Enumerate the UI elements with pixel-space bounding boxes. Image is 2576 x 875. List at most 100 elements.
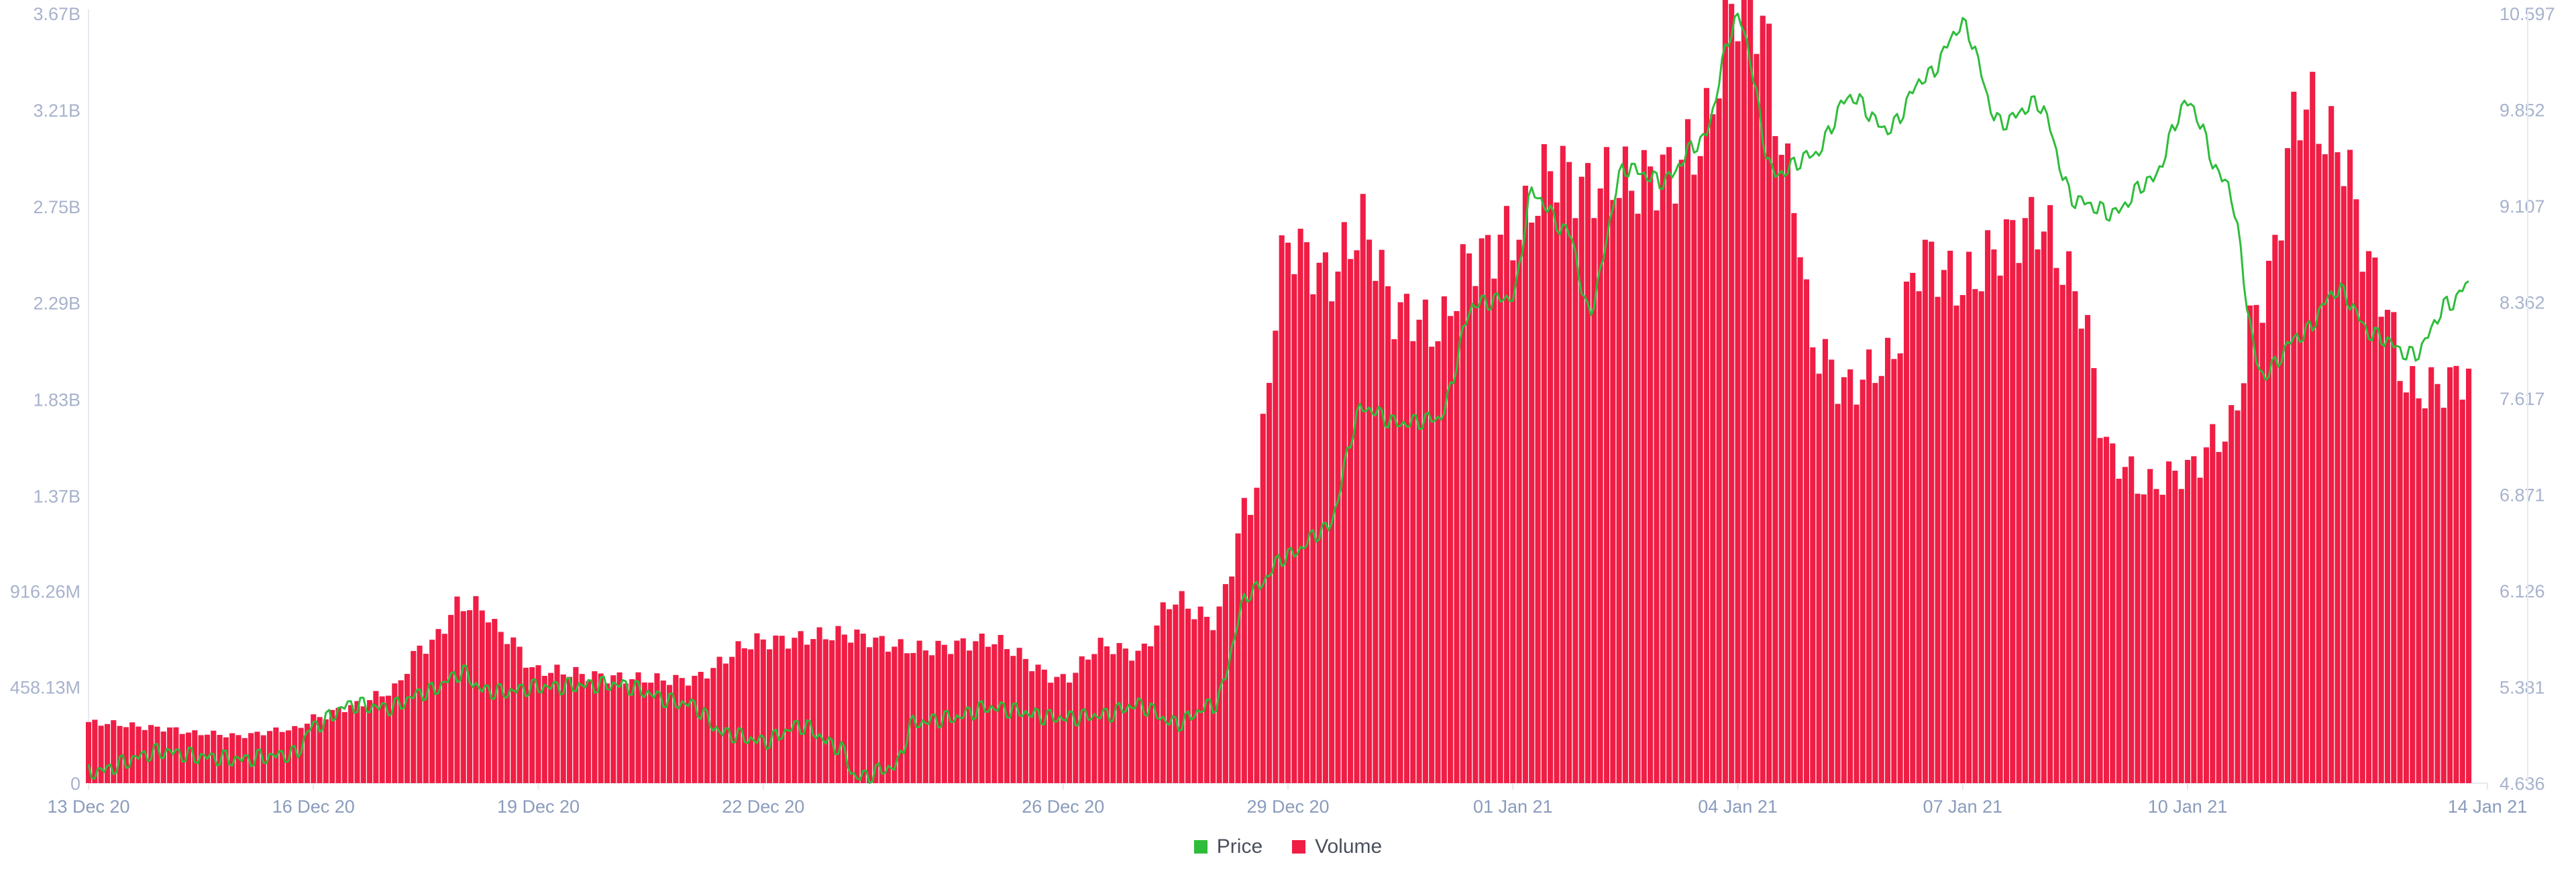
volume-bar (2041, 231, 2047, 784)
volume-bar (1354, 250, 1360, 783)
volume-bar (2116, 478, 2122, 783)
volume-bar (2029, 196, 2035, 783)
left-tick-label: 2.75B (33, 197, 80, 217)
volume-bar (404, 674, 410, 783)
volume-bar (411, 650, 417, 783)
volume-bar (1591, 218, 1597, 783)
left-tick-label: 1.83B (33, 390, 80, 410)
volume-bar (1629, 190, 1635, 784)
volume-bar (2016, 263, 2022, 784)
volume-bar (1829, 359, 1835, 783)
volume-bar (385, 695, 392, 783)
volume-bar (1010, 656, 1016, 783)
volume-bar (1548, 171, 1554, 784)
volume-bar (1860, 380, 1866, 783)
volume-bar (398, 680, 404, 783)
volume-bar (341, 712, 347, 783)
volume-bar (323, 719, 329, 783)
legend-item-volume[interactable]: Volume (1292, 835, 1382, 858)
volume-bar (792, 638, 798, 783)
volume-bar (929, 655, 935, 783)
volume-bar (1554, 202, 1560, 783)
volume-bar (441, 634, 447, 783)
volume-bar (2210, 424, 2216, 783)
volume-bar (2216, 452, 2222, 783)
volume-bar (1585, 163, 1591, 783)
volume-bar (2078, 329, 2084, 783)
volume-bar (998, 634, 1004, 783)
volume-bar (554, 664, 560, 783)
volume-bar (616, 672, 623, 783)
volume-bar (354, 701, 360, 783)
volume-bar (185, 732, 192, 783)
volume-bar (1635, 213, 1641, 784)
volume-bar (1560, 145, 1566, 783)
volume-swatch-icon (1292, 840, 1306, 854)
volume-bar (2297, 140, 2303, 784)
volume-bar (241, 738, 248, 783)
legend-item-price[interactable]: Price (1193, 835, 1263, 858)
volume-bar (1872, 383, 1878, 783)
volume-bar (1578, 176, 1585, 783)
volume-bar (1660, 154, 1666, 783)
volume-bar (367, 700, 373, 783)
volume-bar (2147, 469, 2153, 783)
volume-bar (1866, 349, 1872, 783)
volume-bar (2059, 284, 2065, 784)
volume-bar (1497, 234, 1503, 784)
volume-bar (2035, 249, 2041, 784)
price-line-group (87, 12, 2469, 784)
volume-bar (473, 596, 479, 783)
volume-bar (485, 622, 492, 783)
volume-bar (648, 683, 654, 783)
volume-bar (429, 640, 435, 783)
volume-bar (835, 626, 841, 783)
volume-bar (804, 644, 810, 783)
volume-bar (1460, 244, 1466, 783)
volume-bar (1160, 602, 1166, 783)
volume-bar (104, 723, 110, 783)
volume-bar (1772, 135, 1778, 783)
volume-bar (1279, 235, 1285, 784)
x-tick-label: 10 Jan 21 (2148, 797, 2228, 817)
volume-bar (448, 615, 454, 783)
right-tick-label: 6.871 (2500, 485, 2545, 506)
right-tick-label: 9.852 (2500, 100, 2545, 120)
volume-bar (1429, 347, 1435, 783)
volume-bar (1448, 316, 1454, 783)
left-tick-label: 3.21B (33, 101, 80, 121)
volume-bar (1297, 229, 1303, 783)
volume-bar (679, 678, 685, 783)
volume-bar (1267, 383, 1273, 783)
volume-bar (1910, 272, 1916, 783)
volume-bar (1241, 498, 1247, 783)
volume-bar (1379, 249, 1385, 783)
volume-bar (2328, 106, 2334, 784)
volume-bar (1303, 242, 1309, 783)
volume-bar (667, 685, 673, 783)
volume-bar (829, 640, 835, 783)
volume-bar (860, 634, 866, 783)
volume-bar (1491, 278, 1497, 783)
volume-bar (892, 646, 898, 783)
volume-bar (1397, 302, 1403, 783)
volume-bar (2135, 493, 2141, 783)
volume-bar (985, 646, 991, 783)
volume-bar (1566, 162, 1572, 784)
volume-bar (1235, 533, 1241, 783)
volume-bar (1922, 239, 1928, 784)
volume-bar (2366, 251, 2372, 783)
volume-bar (1666, 147, 1672, 784)
volume-bar (529, 667, 535, 783)
volume-bar (973, 641, 979, 783)
volume-bar (2291, 91, 2297, 783)
volume-bar (604, 683, 610, 783)
volume-bar (1116, 643, 1122, 783)
volume-bar (2322, 154, 2328, 783)
volume-bar (467, 610, 473, 783)
volume-bar (748, 649, 754, 783)
volume-bar (822, 639, 828, 783)
volume-bar (85, 721, 92, 783)
volume-bar (2184, 459, 2191, 783)
